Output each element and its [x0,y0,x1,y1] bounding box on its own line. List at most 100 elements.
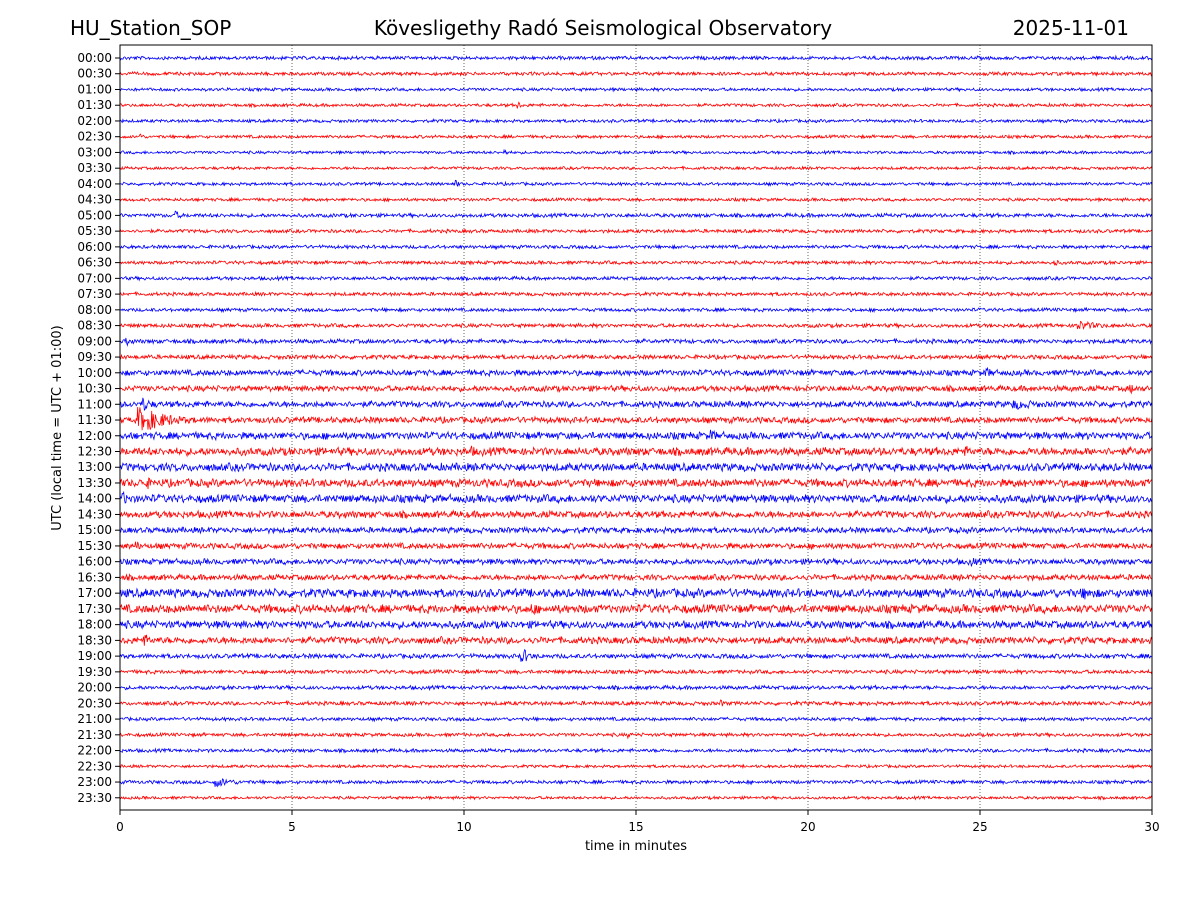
y-tick-label: 08:00 [77,303,112,317]
y-tick-label: 06:30 [77,256,112,270]
seismic-trace [119,165,1153,171]
seismic-trace [119,54,1153,62]
y-tick-label: 07:00 [77,271,112,285]
seismic-trace [119,353,1153,361]
y-tick-label: 04:00 [77,177,112,191]
y-tick-label: 02:30 [77,130,112,144]
seismic-trace [119,634,1153,646]
seismic-trace [119,290,1153,298]
y-tick-label: 21:00 [77,712,112,726]
y-tick-label: 19:00 [77,649,112,663]
seismic-trace [119,461,1153,473]
y-tick-label: 15:00 [77,523,112,537]
y-tick-label: 13:00 [77,460,112,474]
seismic-trace [119,210,1153,219]
y-tick-label: 09:00 [77,334,112,348]
seismic-trace [119,384,1153,395]
seismic-trace [119,70,1153,78]
x-tick-label: 15 [628,820,643,834]
y-tick-label: 01:00 [77,82,112,96]
y-tick-label: 09:30 [77,350,112,364]
y-tick-label: 17:30 [77,602,112,616]
y-tick-label: 01:30 [77,98,112,112]
y-tick-label: 20:00 [77,681,112,695]
seismic-trace [119,716,1153,723]
y-tick-label: 16:00 [77,555,112,569]
y-tick-label: 11:30 [77,413,112,427]
seismic-trace [119,509,1153,520]
y-tick-label: 12:30 [77,445,112,459]
x-tick-label: 25 [972,820,987,834]
seismic-trace [119,445,1153,458]
y-tick-label: 21:30 [77,728,112,742]
seismic-trace [119,196,1153,203]
seismic-trace [119,406,1153,431]
plot-frame [119,44,1153,811]
seismic-trace [119,397,1153,411]
seismic-trace [119,763,1153,770]
x-tick-label: 20 [800,820,815,834]
seismic-trace [119,668,1153,676]
y-tick-label: 18:00 [77,618,112,632]
seismic-trace [119,541,1153,551]
date-title: 2025-11-01 [1013,16,1129,40]
seismic-trace [119,148,1153,156]
seismic-trace [119,320,1153,330]
seismic-trace [119,603,1153,616]
y-tick-label: 18:30 [77,633,112,647]
y-tick-label: 08:30 [77,319,112,333]
x-axis-label: time in minutes [585,839,687,854]
x-axis-ticks: 0 5 10 15 20 25 30 [116,810,1160,834]
y-tick-label: 06:00 [77,240,112,254]
y-tick-label: 10:30 [77,382,112,396]
y-tick-label: 23:00 [77,775,112,789]
seismic-trace [119,133,1153,140]
seismic-trace [119,306,1153,314]
y-tick-label: 14:30 [77,507,112,521]
seismic-trace [119,619,1153,631]
seismic-trace [119,778,1153,788]
y-tick-label: 12:00 [77,429,112,443]
y-tick-label: 16:30 [77,570,112,584]
seismic-trace [119,117,1153,124]
y-tick-label: 00:30 [77,67,112,81]
x-tick-label: 30 [1144,820,1159,834]
y-tick-label: 05:30 [77,224,112,238]
seismic-trace [119,490,1153,505]
y-tick-label: 05:00 [77,208,112,222]
y-tick-label: 00:00 [77,51,112,65]
seismic-trace [119,684,1153,692]
y-tick-label: 15:30 [77,539,112,553]
seismic-trace [119,275,1153,282]
y-tick-label: 04:30 [77,193,112,207]
y-tick-label: 19:30 [77,665,112,679]
seismic-trace [119,477,1153,489]
seismic-trace [119,429,1153,442]
y-tick-label: 02:00 [77,114,112,128]
y-axis-label: UTC (local time = UTC + 01:00) [50,325,65,530]
station-title: HU_Station_SOP [70,16,231,40]
y-tick-label: 07:30 [77,287,112,301]
y-tick-label: 14:00 [77,492,112,506]
seismic-trace [119,747,1153,754]
y-tick-label: 13:30 [77,476,112,490]
y-tick-label: 17:00 [77,586,112,600]
seismic-trace [119,86,1153,93]
seismic-trace [119,699,1153,707]
observatory-title: Kövesligethy Radó Seismological Observat… [374,16,832,40]
y-tick-label: 20:30 [77,696,112,710]
seismic-trace [119,259,1153,267]
seismic-trace [119,587,1153,600]
x-tick-label: 0 [116,820,124,834]
seismic-trace [119,227,1153,235]
seismic-trace [119,648,1153,662]
seismic-trace [119,557,1153,567]
seismic-trace [119,337,1153,347]
y-tick-label: 22:30 [77,759,112,773]
seismic-trace [119,525,1153,535]
seismic-trace [119,731,1153,740]
seismic-trace [119,572,1153,583]
